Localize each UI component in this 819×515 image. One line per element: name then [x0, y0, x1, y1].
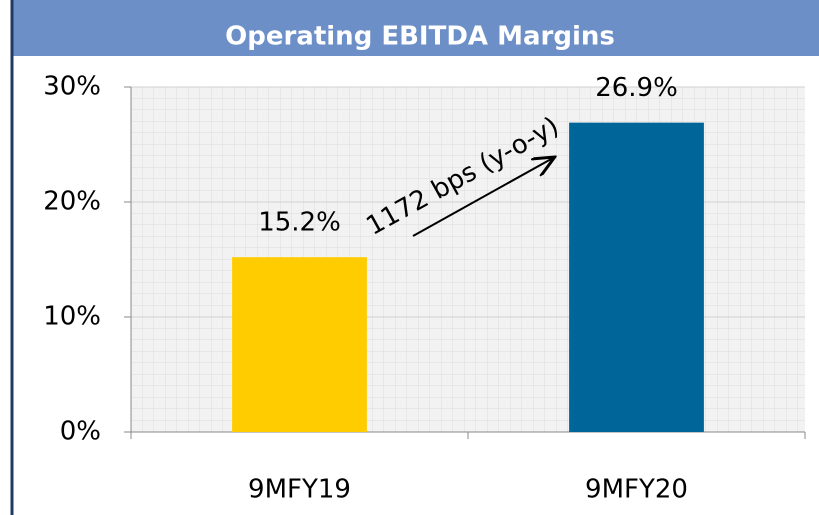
y-tick-label: 20% — [43, 187, 101, 217]
data-label: 15.2% — [258, 208, 341, 238]
bar — [569, 122, 704, 433]
header-bar — [12, 0, 819, 56]
data-label: 26.9% — [595, 73, 678, 103]
y-tick-label: 0% — [60, 417, 101, 447]
y-tick-label: 30% — [43, 72, 101, 102]
x-tick-label: 9MFY19 — [248, 475, 351, 505]
x-tick-label: 9MFY20 — [585, 475, 688, 505]
chart-title: Operating EBITDA Margins — [225, 22, 615, 52]
y-tick-label: 10% — [43, 302, 101, 332]
arrow — [412, 158, 553, 237]
bar — [232, 257, 367, 432]
